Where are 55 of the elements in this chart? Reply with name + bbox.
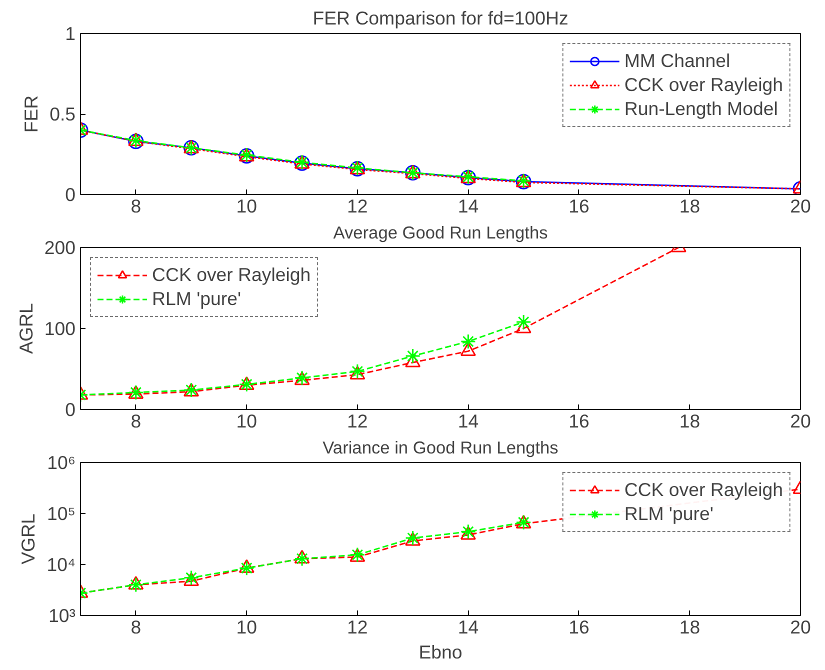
legend-label: CCK over Rayleigh (152, 264, 311, 286)
y-axis-title: FER (20, 95, 42, 133)
x-tick-label: 10 (236, 410, 258, 432)
y-tick-label: 10⁵ (47, 503, 76, 524)
y-tick-label: 200 (44, 237, 76, 258)
x-tick-label: 18 (679, 616, 700, 638)
y-tick-label: 0 (65, 184, 76, 205)
x-tick-label: 20 (790, 410, 811, 432)
point (294, 550, 310, 564)
point (460, 342, 476, 356)
legend-label: Run-Length Model (624, 98, 778, 120)
legend-label: CCK over Rayleigh (624, 479, 783, 501)
y-tick-label: 10⁶ (47, 452, 76, 473)
y-tick-label: 100 (44, 318, 76, 339)
point (516, 314, 532, 330)
legend-label: RLM 'pure' (624, 503, 714, 525)
x-tick-label: 8 (130, 196, 142, 216)
chart-title: Variance in Good Run Lengths (322, 438, 559, 458)
legend-label: RLM 'pure' (152, 288, 242, 310)
point (238, 559, 254, 573)
point (294, 550, 310, 566)
x-tick-label: 12 (347, 616, 368, 638)
y-tick-label: 0 (65, 399, 76, 420)
y-axis-title: VGRL (18, 514, 39, 564)
x-tick-label: 18 (679, 196, 700, 216)
x-tick-label: 10 (236, 196, 258, 216)
x-tick-label: 16 (568, 410, 590, 432)
y-axis-title: AGRL (15, 303, 36, 354)
x-tick-label: 14 (458, 196, 479, 216)
x-tick-label: 8 (130, 410, 142, 432)
x-axis-title: Ebno (418, 642, 462, 662)
x-tick-label: 16 (568, 616, 590, 638)
y-tick-label: 1 (65, 23, 76, 44)
x-tick-label: 20 (790, 616, 811, 638)
chart-title: FER Comparison for fd=100Hz (312, 8, 568, 28)
point (460, 334, 476, 350)
point (128, 576, 144, 590)
x-tick-label: 12 (347, 410, 368, 432)
y-tick-label: 10³ (48, 605, 76, 626)
x-tick-label: 14 (458, 410, 479, 432)
point (128, 577, 144, 593)
y-tick-label: 10⁴ (46, 554, 76, 575)
x-tick-label: 8 (130, 616, 142, 638)
x-tick-label: 14 (458, 616, 479, 638)
x-tick-label: 18 (679, 410, 700, 432)
x-tick-label: 16 (568, 196, 590, 216)
chart-title: Average Good Run Lengths (333, 222, 548, 242)
point (238, 560, 254, 576)
x-tick-label: 12 (347, 196, 368, 216)
legend-label: CCK over Rayleigh (624, 74, 783, 96)
legend-label: MM Channel (624, 50, 730, 72)
x-tick-label: 20 (790, 196, 811, 216)
point (405, 348, 421, 364)
x-tick-label: 10 (236, 616, 258, 638)
y-tick-label: 0.5 (50, 104, 76, 124)
